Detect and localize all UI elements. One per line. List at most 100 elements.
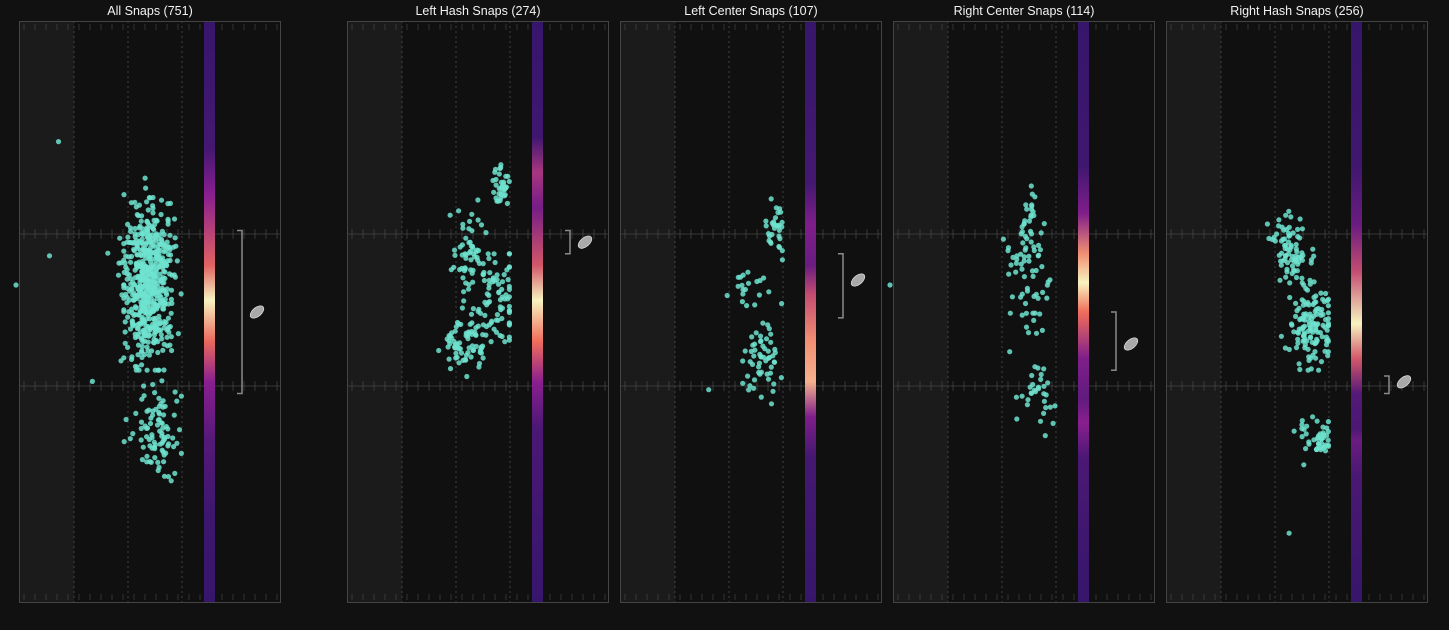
snap-point: [1264, 221, 1270, 227]
snap-point: [138, 218, 144, 224]
snap-point: [772, 215, 779, 221]
snap-point: [172, 235, 178, 241]
snap-point: [137, 223, 143, 229]
snap-point: [1035, 295, 1041, 301]
snap-point: [150, 408, 156, 414]
snap-point: [1033, 267, 1039, 274]
snap-point: [1311, 300, 1318, 306]
snap-point: [447, 212, 453, 218]
snap-point: [167, 232, 173, 238]
snap-point: [1294, 249, 1300, 255]
snap-point: [121, 248, 127, 254]
snap-point: [138, 349, 145, 355]
snap-point: [453, 324, 459, 330]
snap-point: [149, 272, 155, 278]
snap-point: [471, 347, 477, 353]
snap-point: [152, 390, 158, 396]
snap-point: [745, 280, 752, 286]
snap-point: [746, 387, 752, 393]
snap-point: [115, 272, 122, 278]
snap-point: [466, 250, 473, 256]
snap-point: [1005, 248, 1011, 254]
snap-point: [485, 251, 491, 257]
snap-point: [161, 321, 168, 327]
snap-point: [740, 272, 746, 278]
snap-point: [779, 301, 785, 307]
snap-point: [147, 311, 153, 317]
snap-point: [494, 277, 500, 283]
snap-point: [756, 292, 763, 298]
snap-point: [1018, 251, 1024, 257]
snap-point: [480, 355, 486, 361]
snap-point: [1277, 277, 1283, 283]
snap-point: [451, 264, 457, 270]
snap-point: [1028, 212, 1034, 218]
snap-point: [1038, 371, 1044, 378]
snap-point: [469, 270, 475, 276]
snap-point: [1317, 330, 1323, 336]
snap-point: [776, 233, 782, 239]
snap-point: [151, 439, 157, 445]
panel-5: [1166, 21, 1428, 603]
snap-point: [505, 296, 511, 302]
snap-point: [460, 275, 466, 281]
snap-point: [460, 221, 466, 227]
snap-point: [160, 275, 166, 281]
snap-point: [454, 354, 460, 360]
snap-point: [1030, 381, 1036, 388]
snap-point: [1307, 281, 1313, 287]
snap-point: [131, 312, 137, 318]
snap-point: [151, 217, 157, 223]
snap-point: [158, 197, 165, 203]
snap-point: [161, 473, 168, 479]
snap-point: [149, 432, 155, 438]
snap-point: [764, 371, 770, 377]
snap-point: [152, 222, 158, 228]
snap-point: [161, 287, 167, 293]
snap-point: [1278, 258, 1284, 264]
snap-point: [127, 436, 133, 442]
snap-point: [1030, 273, 1036, 279]
snap-point: [125, 234, 131, 240]
snap-point: [1296, 326, 1302, 332]
snap-point: [771, 219, 777, 225]
snap-point: [1283, 212, 1289, 218]
snap-point: [119, 292, 125, 298]
snap-point: [1019, 266, 1025, 272]
snap-point: [162, 300, 168, 306]
snap-point: [1284, 260, 1291, 266]
snap-point: [135, 252, 141, 258]
snap-point: [476, 306, 482, 312]
snap-point: [486, 322, 492, 328]
snap-point: [1314, 418, 1320, 424]
snap-point: [1029, 372, 1035, 379]
snap-point: [1325, 442, 1331, 448]
snap-point: [480, 322, 486, 328]
snap-point: [503, 292, 509, 298]
snap-point: [1320, 432, 1326, 438]
snap-point: [1019, 393, 1025, 399]
panel-title: Right Hash Snaps (256): [1230, 4, 1364, 18]
snap-point: [1319, 334, 1325, 340]
snap-point: [13, 282, 19, 288]
snap-point: [159, 378, 165, 384]
snap-point: [164, 291, 170, 298]
snap-point: [779, 224, 785, 230]
snap-point: [124, 285, 130, 291]
snap-point: [463, 352, 469, 358]
snap-point: [147, 326, 153, 332]
snap-point: [150, 381, 156, 388]
range-bracket: [1384, 375, 1390, 395]
snap-point: [159, 336, 165, 342]
snap-point: [1300, 302, 1306, 308]
snap-point: [480, 261, 486, 267]
snap-point: [126, 272, 132, 278]
snap-point: [137, 248, 144, 254]
snap-point: [146, 195, 152, 201]
snap-point: [749, 361, 756, 367]
snap-point: [1325, 310, 1331, 316]
snap-point: [1010, 254, 1016, 260]
snap-point: [169, 347, 175, 354]
snap-point: [779, 219, 785, 225]
snap-point: [485, 300, 491, 306]
